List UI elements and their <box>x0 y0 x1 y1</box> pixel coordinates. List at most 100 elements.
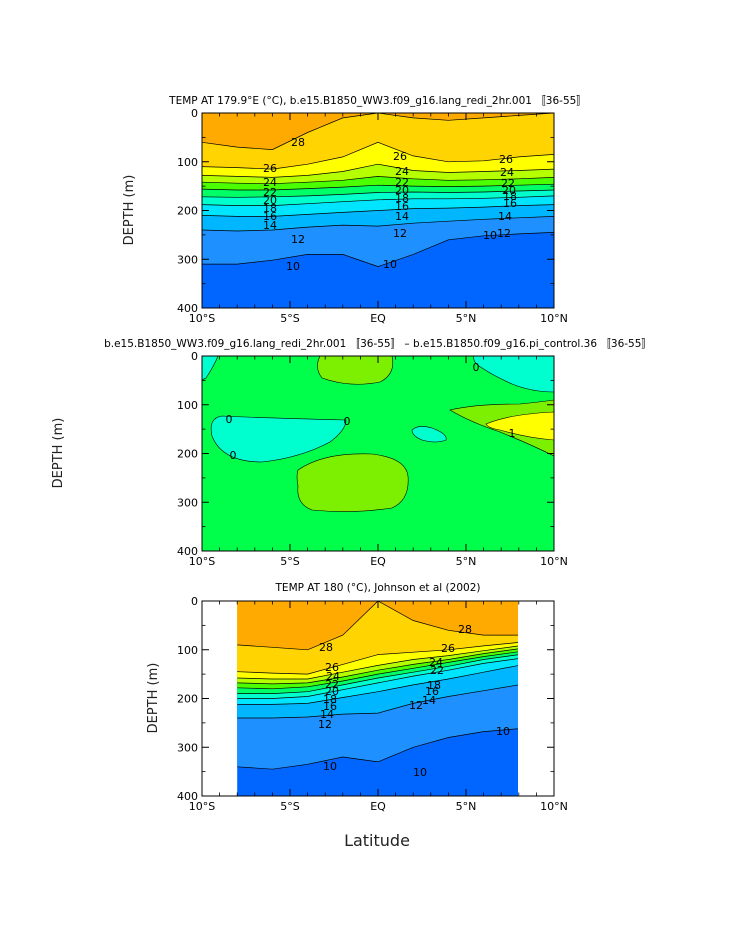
contour-label: 28 <box>319 641 333 654</box>
panel-3-contour-fill <box>237 601 518 796</box>
contour-label: 16 <box>323 700 337 713</box>
y-tick-label: 100 <box>177 644 198 657</box>
contour-label: 18 <box>503 190 517 203</box>
contour-label: 14 <box>422 694 436 707</box>
panel-3-ylabel: DEPTH (m) <box>146 663 161 734</box>
contour-label: 18 <box>395 192 409 205</box>
contour-label: 24 <box>429 656 443 669</box>
panel-1-contour-lines <box>202 113 554 267</box>
isotherm-line-16 <box>237 658 518 699</box>
panel-1-axes: 10°S 5°S EQ 5°N 10°N 0 100 200 300 400 <box>177 107 568 325</box>
contour-label: 14 <box>263 219 277 232</box>
isotherm-line-10 <box>237 728 518 770</box>
isotherm-line-14 <box>202 204 554 217</box>
y-tick-label: 400 <box>177 545 198 558</box>
contour-label: 24 <box>263 176 277 189</box>
y-tick-label: 100 <box>177 399 198 412</box>
isotherm-line-26 <box>202 141 554 170</box>
isotherm-line-12 <box>237 684 518 719</box>
contour-label: 12 <box>497 227 511 240</box>
contour-label: 24 <box>326 670 340 683</box>
contour-label: 14 <box>498 210 512 223</box>
contour-label: 18 <box>323 693 337 706</box>
y-tick-label: 0 <box>191 350 198 363</box>
panel-2-contour-fill <box>202 356 554 551</box>
x-tick-label: EQ <box>370 555 386 568</box>
contour-label: 18 <box>427 679 441 692</box>
contour-label: 28 <box>291 136 305 149</box>
contour-label: 18 <box>263 202 277 215</box>
y-tick-label: 200 <box>177 205 198 218</box>
panel-3-axes: 10°S 5°S EQ 5°N 10°N 0 100 200 300 400 <box>177 595 568 813</box>
diff-region-pos-bottom <box>296 453 409 512</box>
diff-label: 0 <box>344 415 351 428</box>
panel-2-title: b.e15.B1850_WW3.f09_g16.lang_redi_2hr.00… <box>104 338 652 350</box>
diff-region-pos-top <box>317 356 394 385</box>
y-tick-label: 100 <box>177 156 198 169</box>
isotherm-line-20 <box>237 651 518 690</box>
isotherm-line-24 <box>237 645 518 680</box>
diff-label: 1 <box>509 427 516 440</box>
contour-label: 12 <box>291 233 305 246</box>
isotherm-line-26 <box>237 642 518 675</box>
panel-1-contour-fill <box>202 113 554 308</box>
contour-label: 20 <box>395 184 409 197</box>
panel-1-ylabel: DEPTH (m) <box>122 175 137 246</box>
diff-region-neg-topright <box>473 356 554 393</box>
contour-label: 26 <box>263 162 277 175</box>
contour-label: 26 <box>441 642 455 655</box>
panel-1-title: TEMP AT 179.9°E (°C), b.e15.B1850_WW3.f0… <box>168 95 587 107</box>
x-tick-label: 10°S <box>189 312 215 325</box>
panel-2-ylabel: DEPTH (m) <box>51 418 66 489</box>
diff-label: 0 <box>226 413 233 426</box>
x-tick-label: EQ <box>370 800 386 813</box>
diff-label: 0 <box>230 449 237 462</box>
contour-label: 20 <box>502 184 516 197</box>
x-axis-label: Latitude <box>344 831 410 850</box>
contour-label: 16 <box>395 200 409 213</box>
y-tick-label: 200 <box>177 693 198 706</box>
contour-label: 20 <box>263 194 277 207</box>
isotherm-line-10 <box>202 232 554 267</box>
y-tick-label: 400 <box>177 302 198 315</box>
isotherm-line-18 <box>202 189 554 198</box>
panel-3-contour-lines <box>237 601 518 770</box>
isotherm-line-18 <box>237 654 518 694</box>
contour-label: 12 <box>318 718 332 731</box>
isotherm-line-20 <box>202 183 554 191</box>
x-tick-label: EQ <box>370 312 386 325</box>
y-tick-label: 0 <box>191 107 198 120</box>
contour-label: 12 <box>393 227 407 240</box>
x-tick-label: 10°S <box>189 800 215 813</box>
x-tick-label: 10°N <box>540 312 568 325</box>
contour-label: 26 <box>393 150 407 163</box>
contour-label: 10 <box>496 725 510 738</box>
isotherm-line-14 <box>237 665 518 705</box>
contour-label: 12 <box>409 699 423 712</box>
contour-label: 20 <box>325 685 339 698</box>
contour-label: 10 <box>383 258 397 271</box>
x-tick-label: 10°N <box>540 800 568 813</box>
y-tick-label: 200 <box>177 448 198 461</box>
isotherm-line-22 <box>202 176 554 185</box>
contour-label: 22 <box>263 186 277 199</box>
contour-label: 16 <box>263 210 277 223</box>
panel-3-title: TEMP AT 180 (°C), Johnson et al (2002) <box>275 582 481 594</box>
isotherm-line-24 <box>202 163 554 178</box>
contour-label: 22 <box>325 678 339 691</box>
diff-label: 0 <box>473 361 480 374</box>
x-tick-label: 5°S <box>280 312 299 325</box>
contour-label: 16 <box>503 197 517 210</box>
diff-region-neg-center <box>411 426 447 443</box>
x-tick-label: 5°N <box>456 800 477 813</box>
x-tick-label: 10°N <box>540 555 568 568</box>
contour-label: 10 <box>483 229 497 242</box>
diff-region-neg-left <box>210 415 347 463</box>
x-tick-label: 10°S <box>189 555 215 568</box>
temperature-band-28 <box>202 113 554 150</box>
panel-3: TEMP AT 180 (°C), Johnson et al (2002) 2… <box>146 582 568 850</box>
